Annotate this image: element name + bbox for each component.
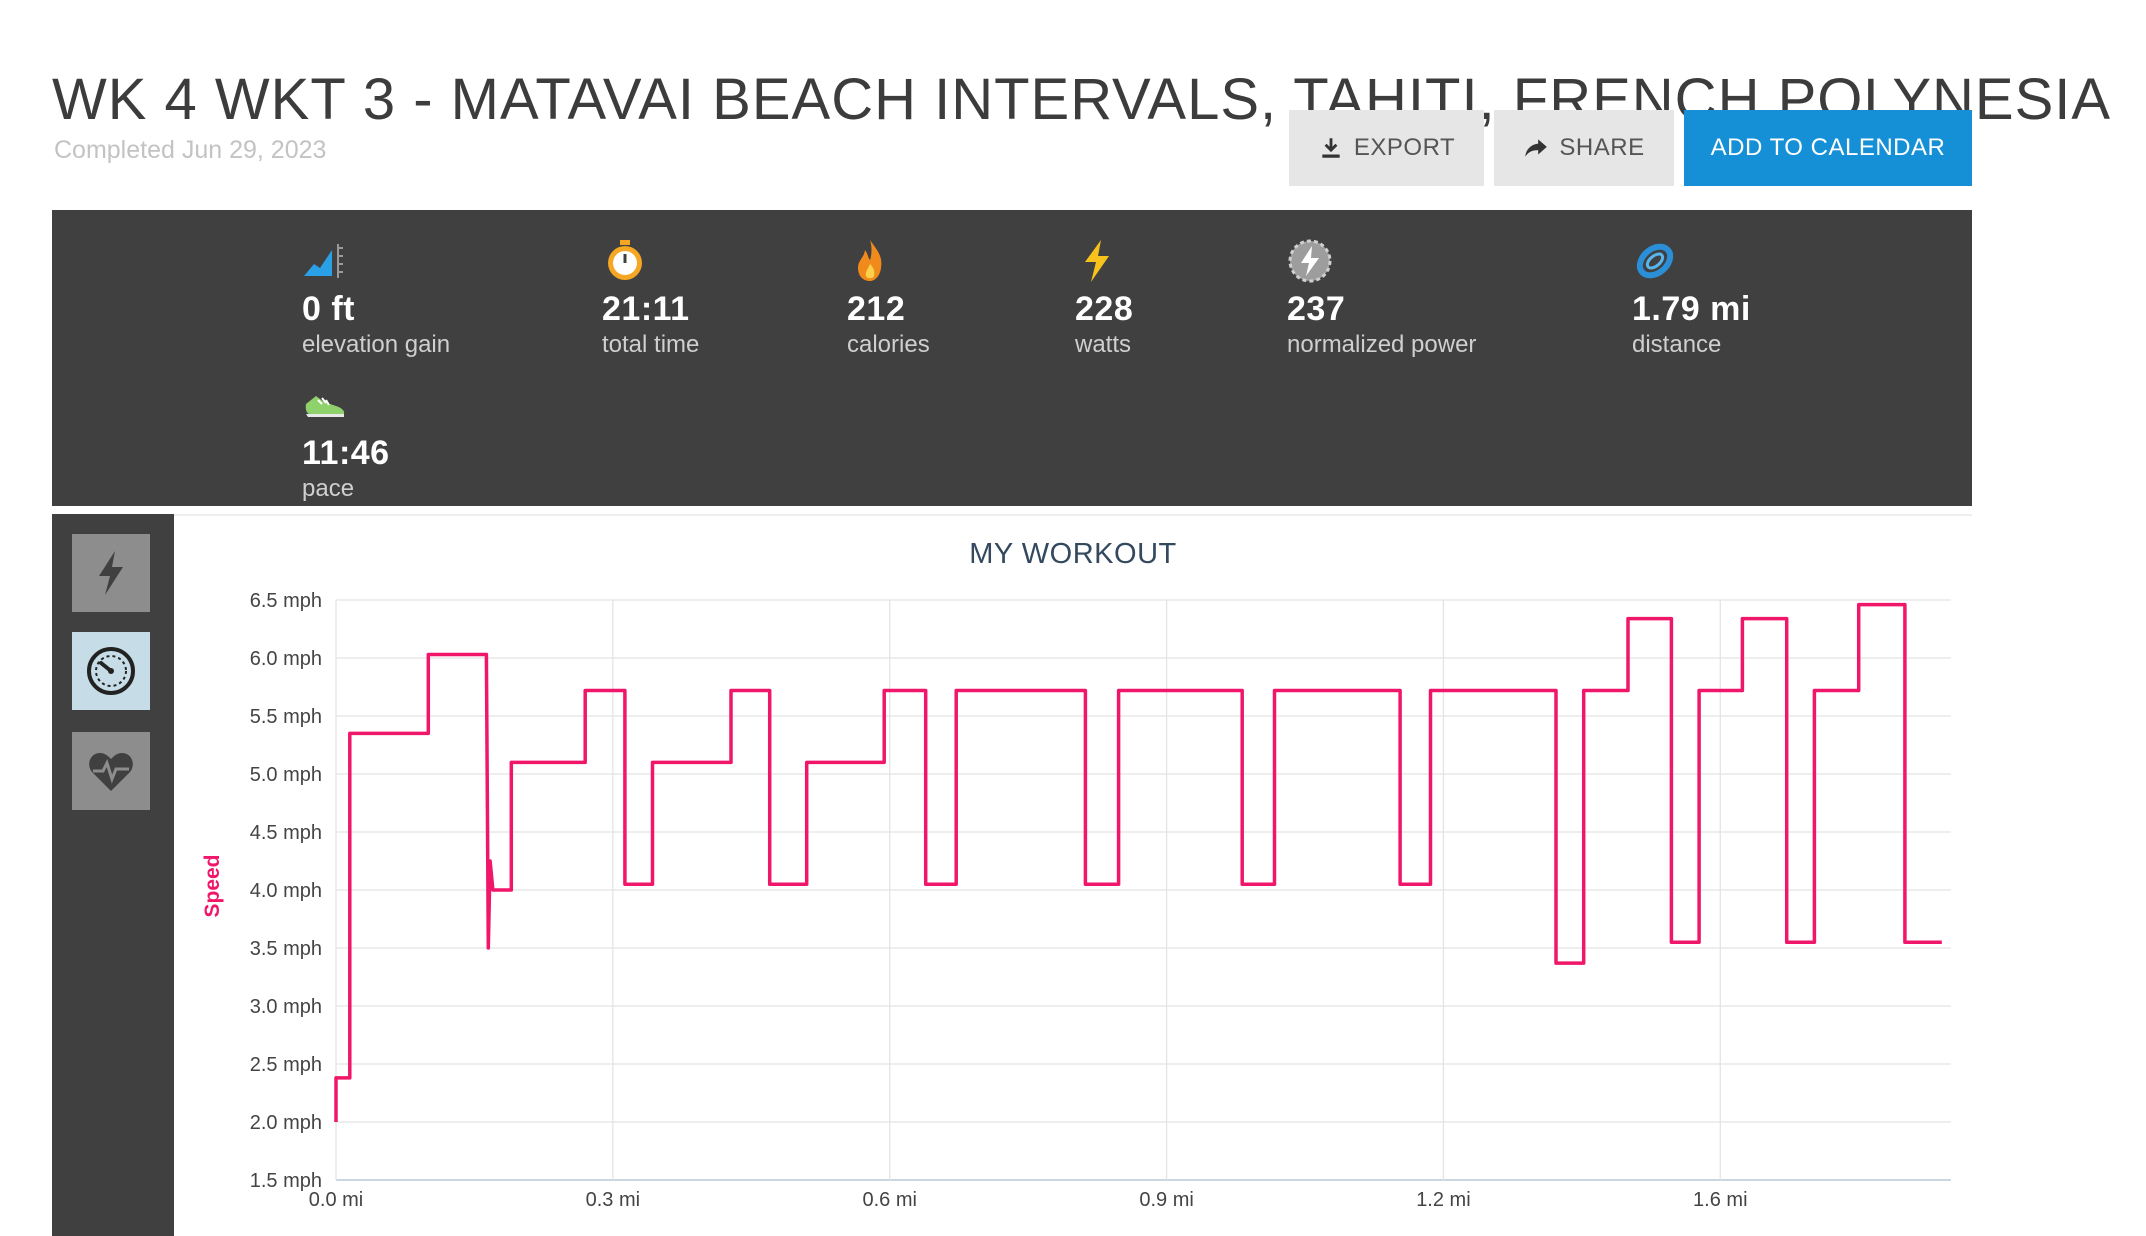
speedometer-icon bbox=[87, 647, 135, 695]
y-tick-label: 2.0 mph bbox=[250, 1112, 322, 1134]
y-axis-label: Speed bbox=[201, 854, 224, 917]
total-time-value: 21:11 bbox=[602, 290, 690, 328]
stat-distance: 1.79 mi distance bbox=[1632, 238, 1751, 359]
distance-loop-icon bbox=[1636, 243, 1674, 279]
speed-metric-button[interactable] bbox=[72, 632, 150, 710]
normalized-power-value: 237 bbox=[1287, 290, 1346, 328]
stats-panel: 0 ft elevation gain 21:11 total time 212… bbox=[52, 210, 1972, 506]
distance-value: 1.79 mi bbox=[1632, 290, 1751, 328]
x-tick-label: 0.3 mi bbox=[586, 1189, 640, 1211]
total-time-label: total time bbox=[602, 331, 700, 358]
export-label: EXPORT bbox=[1353, 134, 1456, 161]
elevation-icon bbox=[304, 244, 343, 278]
power-gear-icon bbox=[1288, 239, 1332, 283]
x-tick-label: 1.2 mi bbox=[1416, 1189, 1470, 1211]
x-tick-label: 1.6 mi bbox=[1693, 1189, 1747, 1211]
heart-rate-metric-button[interactable] bbox=[72, 732, 150, 810]
add-to-calendar-button[interactable]: ADD TO CALENDAR bbox=[1684, 110, 1972, 186]
stat-calories: 212 calories bbox=[847, 238, 930, 359]
pace-label: pace bbox=[302, 475, 355, 502]
share-button[interactable]: SHARE bbox=[1494, 110, 1674, 186]
y-tick-label: 6.0 mph bbox=[250, 648, 322, 670]
lightning-icon bbox=[1085, 240, 1109, 282]
flame-icon bbox=[858, 240, 882, 281]
power-lightning-icon bbox=[99, 551, 123, 595]
x-tick-label: 0.9 mi bbox=[1139, 1189, 1193, 1211]
shoe-icon bbox=[305, 396, 345, 417]
stat-watts: 228 watts bbox=[1075, 238, 1133, 359]
download-icon bbox=[1322, 138, 1340, 158]
workout-chart-panel: MY WORKOUT 1.5 mph 2.0 mph 2.5 mph 3.0 mph 3… bbox=[174, 514, 1972, 1236]
speed-series-line[interactable] bbox=[334, 602, 1942, 1122]
stopwatch-icon bbox=[608, 240, 642, 280]
power-metric-button[interactable] bbox=[72, 534, 150, 612]
y-tick-label: 3.5 mph bbox=[250, 938, 322, 960]
y-tick-label: 4.5 mph bbox=[250, 822, 322, 844]
normalized-power-label: normalized power bbox=[1287, 331, 1477, 358]
watts-value: 228 bbox=[1075, 290, 1134, 328]
y-tick-label: 5.0 mph bbox=[250, 764, 322, 786]
stat-total-time: 21:11 total time bbox=[602, 238, 699, 359]
stat-normalized-power: 237 normalized power bbox=[1287, 238, 1476, 359]
chart-metric-sidebar bbox=[52, 514, 174, 1236]
x-tick-label: 0.0 mi bbox=[309, 1189, 363, 1211]
calories-value: 212 bbox=[847, 290, 906, 328]
x-tick-label: 0.6 mi bbox=[862, 1189, 916, 1211]
stat-elevation: 0 ft elevation gain bbox=[302, 238, 450, 359]
distance-label: distance bbox=[1632, 331, 1722, 358]
y-tick-label: 5.5 mph bbox=[250, 706, 322, 728]
y-tick-label: 1.5 mph bbox=[250, 1170, 322, 1192]
export-button[interactable]: EXPORT bbox=[1289, 110, 1484, 186]
share-label: SHARE bbox=[1559, 134, 1645, 161]
y-tick-label: 6.5 mph bbox=[250, 590, 322, 612]
share-arrow-icon bbox=[1525, 139, 1548, 157]
chart-title: MY WORKOUT bbox=[969, 538, 1177, 570]
y-tick-label: 3.0 mph bbox=[250, 996, 322, 1018]
stat-pace: 11:46 pace bbox=[302, 382, 390, 503]
pace-value: 11:46 bbox=[302, 434, 390, 472]
heart-rate-icon bbox=[89, 753, 133, 791]
elevation-value: 0 ft bbox=[302, 290, 355, 328]
y-tick-label: 4.0 mph bbox=[250, 880, 322, 902]
completed-date: Completed Jun 29, 2023 bbox=[54, 136, 327, 164]
y-tick-label: 2.5 mph bbox=[250, 1054, 322, 1076]
speed-chart[interactable]: 1.5 mph 2.0 mph 2.5 mph 3.0 mph 3.5 mph 4.0 m… bbox=[174, 516, 1972, 1236]
calories-label: calories bbox=[847, 331, 930, 358]
elevation-label: elevation gain bbox=[302, 331, 451, 358]
watts-label: watts bbox=[1075, 331, 1132, 358]
